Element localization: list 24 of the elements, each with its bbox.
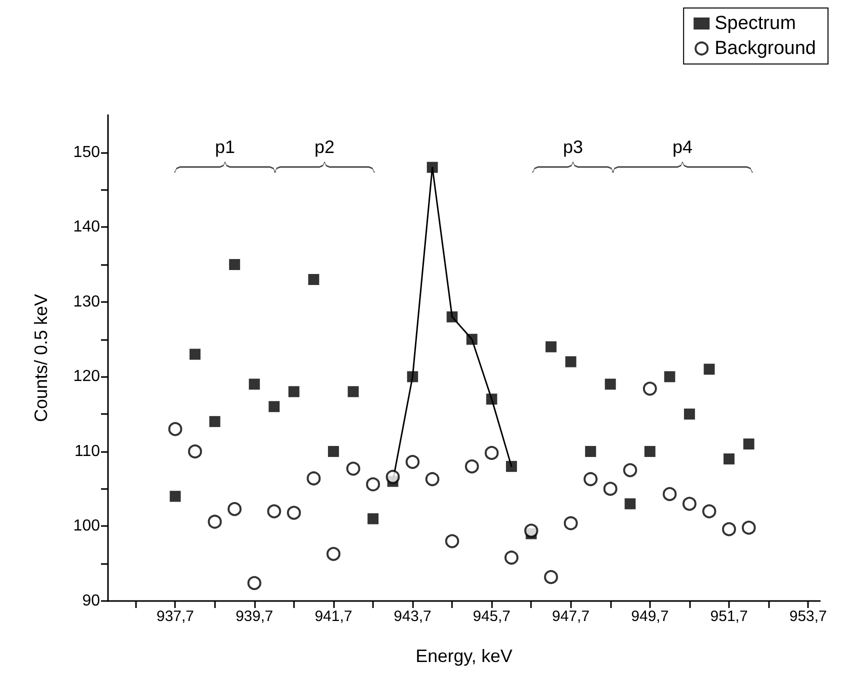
y-tick-label: 150 — [73, 144, 100, 161]
x-axis-title: Energy, keV — [416, 646, 512, 666]
x-tick-label: 949,7 — [631, 608, 669, 625]
legend-label: Spectrum — [714, 13, 796, 34]
x-tick-label: 953,7 — [789, 608, 827, 625]
x-tick-label: 937,7 — [156, 608, 194, 625]
annotation: p4 — [672, 137, 693, 157]
y-tick-label: 140 — [73, 218, 100, 236]
annotation: p1 — [214, 137, 236, 157]
y-axis-title: Counts/ 0.5 keV — [31, 294, 51, 422]
x-tick-label: 951,7 — [710, 608, 748, 625]
x-tick-label: 947,7 — [552, 608, 590, 625]
y-tick-label: 110 — [74, 442, 100, 460]
legend-label: Background — [714, 38, 816, 59]
x-tick-label: 945,7 — [472, 608, 510, 625]
annotation: p2 — [314, 137, 335, 157]
y-tick-label: 120 — [73, 368, 100, 386]
y-tick-label: 90 — [82, 592, 100, 610]
x-tick-label: 943,7 — [394, 608, 432, 625]
y-tick-label: 100 — [73, 518, 100, 535]
x-tick-label: 939,7 — [236, 608, 274, 625]
annotation: p3 — [562, 137, 584, 157]
y-tick-label: 130 — [73, 293, 100, 310]
x-tick-label: 941,7 — [314, 608, 352, 625]
